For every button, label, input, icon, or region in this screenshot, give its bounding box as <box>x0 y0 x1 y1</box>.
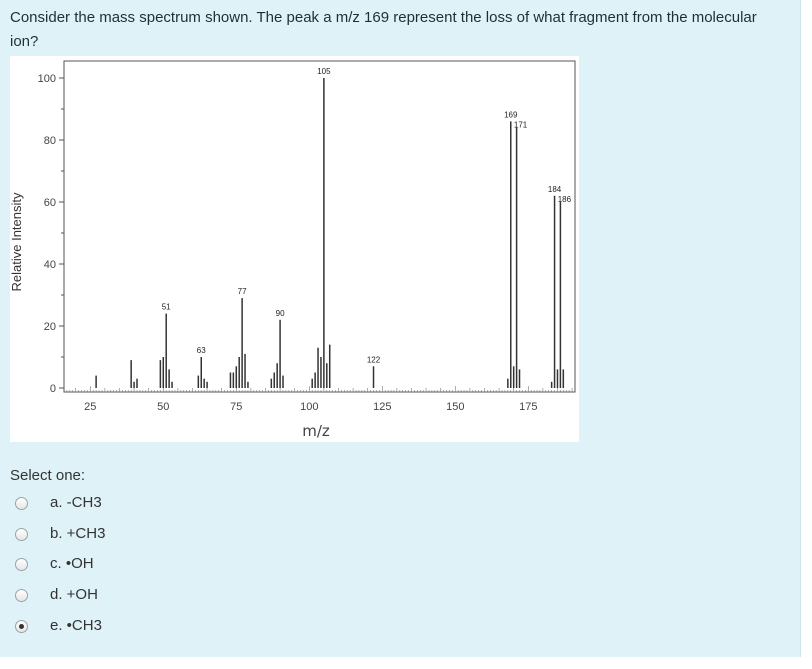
option-d-label[interactable]: d. +OH <box>50 586 98 603</box>
peak-label-90: 90 <box>276 309 285 318</box>
option-b-label[interactable]: b. +CH3 <box>50 525 106 542</box>
y-axis-label: Relative Intensity <box>10 192 24 291</box>
y-tick-label-40: 40 <box>44 259 56 271</box>
x-tick-label-175: 175 <box>519 401 537 413</box>
radio-d[interactable] <box>15 589 28 602</box>
y-tick-label-20: 20 <box>44 321 56 333</box>
radio-c[interactable] <box>15 558 28 571</box>
peak-label-169: 169 <box>504 110 518 119</box>
x-tick-label-125: 125 <box>373 401 391 413</box>
peak-label-63: 63 <box>197 346 206 355</box>
option-e-label[interactable]: e. •CH3 <box>50 617 102 634</box>
y-tick-label-100: 100 <box>38 73 56 85</box>
option-e[interactable]: e. •CH3 <box>10 617 310 641</box>
question-text: Consider the mass spectrum shown. The pe… <box>10 9 757 50</box>
peak-label-105: 105 <box>317 67 331 76</box>
option-c[interactable]: c. •OH <box>10 555 310 579</box>
x-tick-label-50: 50 <box>157 401 169 413</box>
option-c-label[interactable]: c. •OH <box>50 555 94 572</box>
x-tick-label-25: 25 <box>84 401 96 413</box>
peak-label-184: 184 <box>548 185 562 194</box>
x-axis-label: m/z <box>302 422 330 440</box>
x-tick-label-100: 100 <box>300 401 318 413</box>
option-a-label[interactable]: a. -CH3 <box>50 494 102 511</box>
peak-label-186: 186 <box>558 195 572 204</box>
mass-spectrum-chart: 0 20 40 60 80 100 25 50 75 100 125 150 175 51 63 77 90… <box>10 60 576 440</box>
option-b[interactable]: b. +CH3 <box>10 525 310 549</box>
select-one-prompt: Select one: <box>10 467 86 484</box>
option-d[interactable]: d. +OH <box>10 586 310 610</box>
x-tick-label-150: 150 <box>446 401 464 413</box>
peak-label-77: 77 <box>238 287 247 296</box>
option-a[interactable]: a. -CH3 <box>10 494 310 518</box>
radio-b[interactable] <box>15 528 28 541</box>
radio-e[interactable] <box>15 620 28 633</box>
y-tick-label-80: 80 <box>44 135 56 147</box>
radio-a[interactable] <box>15 497 28 510</box>
y-tick-label-0: 0 <box>50 383 56 395</box>
mass-spectrum-figure: 0 20 40 60 80 100 25 50 75 100 125 150 175 51 63 77 90… <box>10 56 579 442</box>
peak-label-51: 51 <box>162 303 171 312</box>
peak-label-122: 122 <box>367 355 381 364</box>
peak-label-171: 171 <box>514 121 528 130</box>
plot-frame <box>63 60 576 393</box>
y-tick-label-60: 60 <box>44 197 56 209</box>
question-panel: Consider the mass spectrum shown. The pe… <box>0 0 801 657</box>
x-tick-label-75: 75 <box>230 401 242 413</box>
